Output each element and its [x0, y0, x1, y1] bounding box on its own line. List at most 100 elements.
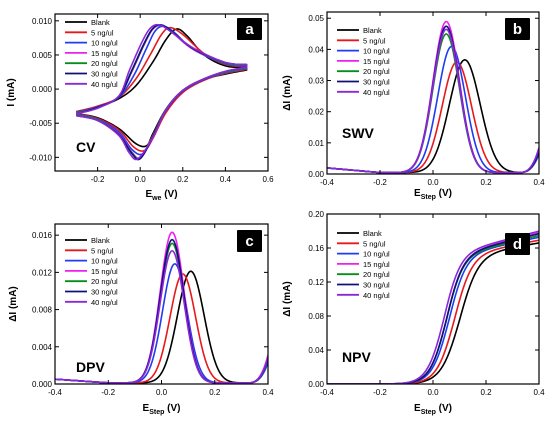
legend-entry: 15 ng/ul	[91, 49, 118, 58]
panel-letter-box	[237, 230, 262, 252]
x-tick-label: 0.2	[480, 178, 492, 187]
panel-letter: c	[245, 233, 253, 250]
x-tick-label: -0.4	[320, 178, 334, 187]
x-tick-label: -0.4	[320, 388, 334, 397]
x-axis-label-unit: (V)	[161, 189, 177, 200]
legend-entry: 20 ng/ul	[91, 59, 118, 68]
legend-entry: 30 ng/ul	[91, 70, 118, 79]
y-tick-label: 0.016	[32, 231, 53, 240]
legend-entry: Blank	[91, 18, 110, 27]
legend-entry: 20 ng/ul	[363, 67, 390, 76]
x-tick-label: 0.0	[135, 175, 147, 184]
y-tick-label: 0.03	[308, 77, 324, 86]
y-tick-label: 0.04	[308, 346, 324, 355]
technique-label: CV	[76, 139, 96, 155]
legend-entry: Blank	[363, 26, 382, 35]
x-tick-label: 0.4	[220, 175, 232, 184]
x-axis-label-unit: (V)	[164, 403, 180, 414]
legend-entry: 5 ng/ul	[91, 246, 114, 255]
y-tick-label: 0.02	[308, 108, 324, 117]
x-axis-label-unit: (V)	[436, 403, 452, 414]
legend-entry: 15 ng/ul	[91, 267, 118, 276]
legend-entry: 40 ng/ul	[363, 291, 390, 300]
y-tick-label: 0.20	[308, 210, 324, 219]
legend-entry: 30 ng/ul	[363, 281, 390, 290]
y-tick-label: 0.000	[32, 85, 53, 94]
legend-entry: 5 ng/ul	[363, 239, 386, 248]
legend-entry: 30 ng/ul	[363, 78, 390, 87]
y-axis-label: ΔI (mA)	[282, 281, 293, 317]
y-tick-label: 0.08	[308, 312, 324, 321]
y-tick-label: 0.05	[308, 14, 324, 23]
x-axis-label-sub: we	[151, 195, 161, 202]
y-axis-label: I (mA)	[6, 78, 17, 106]
series-group	[327, 20, 539, 174]
x-tick-label: 0.4	[262, 388, 274, 397]
legend-entry: 10 ng/ul	[91, 257, 118, 266]
x-tick-label: 0.2	[209, 388, 221, 397]
y-tick-label: -0.005	[29, 119, 52, 128]
x-tick-label: 0.0	[427, 388, 439, 397]
y-axis-label: ΔI (mA)	[8, 286, 19, 322]
y-tick-label: -0.010	[29, 153, 52, 162]
x-tick-label: -0.2	[373, 178, 387, 187]
technique-label: NPV	[342, 349, 371, 365]
series-group	[76, 23, 248, 161]
y-tick-label: 0.12	[308, 278, 324, 287]
panel-letter-box	[505, 18, 530, 40]
legend-entry: 40 ng/ul	[91, 80, 118, 89]
x-tick-label: -0.2	[91, 175, 105, 184]
x-axis-label-main: E	[145, 189, 152, 200]
x-axis-label-sub: Step	[421, 409, 436, 416]
legend-entry: 40 ng/ul	[91, 298, 118, 307]
panel-letter: d	[513, 236, 522, 253]
legend-entry: Blank	[363, 229, 382, 238]
y-tick-label: 0.008	[32, 306, 53, 315]
panel-letter-box	[505, 233, 530, 255]
x-tick-label: 0.2	[177, 175, 189, 184]
x-axis-label: EStep (V)	[143, 403, 181, 416]
legend-entry: 10 ng/ul	[91, 39, 118, 48]
x-axis-label-main: E	[414, 188, 421, 199]
legend-entry: 10 ng/ul	[363, 47, 390, 56]
y-tick-label: 0.010	[32, 17, 53, 26]
panel-letter: b	[513, 21, 522, 38]
x-axis-label: EStep (V)	[414, 403, 452, 416]
legend-entry: 30 ng/ul	[91, 288, 118, 297]
series-group	[55, 231, 268, 384]
series-line-1	[327, 242, 539, 384]
x-tick-label: 0.0	[427, 178, 439, 187]
legend-entry: 15 ng/ul	[363, 57, 390, 66]
legend-entry: 40 ng/ul	[363, 88, 390, 97]
x-tick-label: -0.2	[373, 388, 387, 397]
x-tick-label: -0.4	[48, 388, 62, 397]
x-tick-label: 0.4	[533, 178, 545, 187]
panel-c: -0.4 -0.2 0.0 0.2 0.4 0.000 0.004 0.008 0.012 0.0…	[8, 223, 274, 416]
series-line-7	[76, 23, 248, 161]
series-line-7	[327, 28, 539, 174]
x-axis-label-main: E	[414, 403, 421, 414]
x-axis-label-sub: Step	[149, 409, 164, 416]
y-tick-label: 0.04	[308, 45, 324, 54]
x-axis-label-unit: (V)	[436, 188, 452, 199]
technique-label: DPV	[76, 359, 105, 375]
technique-label: SWV	[342, 125, 375, 141]
x-axis-label: Ewe (V)	[145, 189, 177, 202]
x-axis-label-main: E	[143, 403, 150, 414]
x-axis-label-sub: Step	[421, 194, 436, 201]
series-line-2	[327, 239, 539, 384]
plot-frame	[54, 13, 269, 172]
panel-b: -0.4 -0.2 0.0 0.2 0.4 0.00 0.01 0.02 0.03 0.04 0.0…	[282, 11, 545, 201]
legend-entry: 10 ng/ul	[363, 250, 390, 259]
y-tick-label: 0.16	[308, 244, 324, 253]
x-tick-label: 0.6	[262, 175, 274, 184]
panel-a: -0.2 0.0 0.2 0.4 0.6 -0.010 -0.005 0.000 0.005 0.…	[6, 13, 274, 202]
panel-d: -0.4 -0.2 0.0 0.2 0.4 0.00 0.04 0.08 0.12 0.16 0.2…	[282, 210, 545, 416]
x-tick-label: 0.0	[156, 388, 168, 397]
legend-entry: 20 ng/ul	[91, 277, 118, 286]
y-tick-label: 0.01	[308, 139, 324, 148]
x-tick-label: 0.4	[533, 388, 545, 397]
legend-entry: 5 ng/ul	[91, 28, 114, 37]
